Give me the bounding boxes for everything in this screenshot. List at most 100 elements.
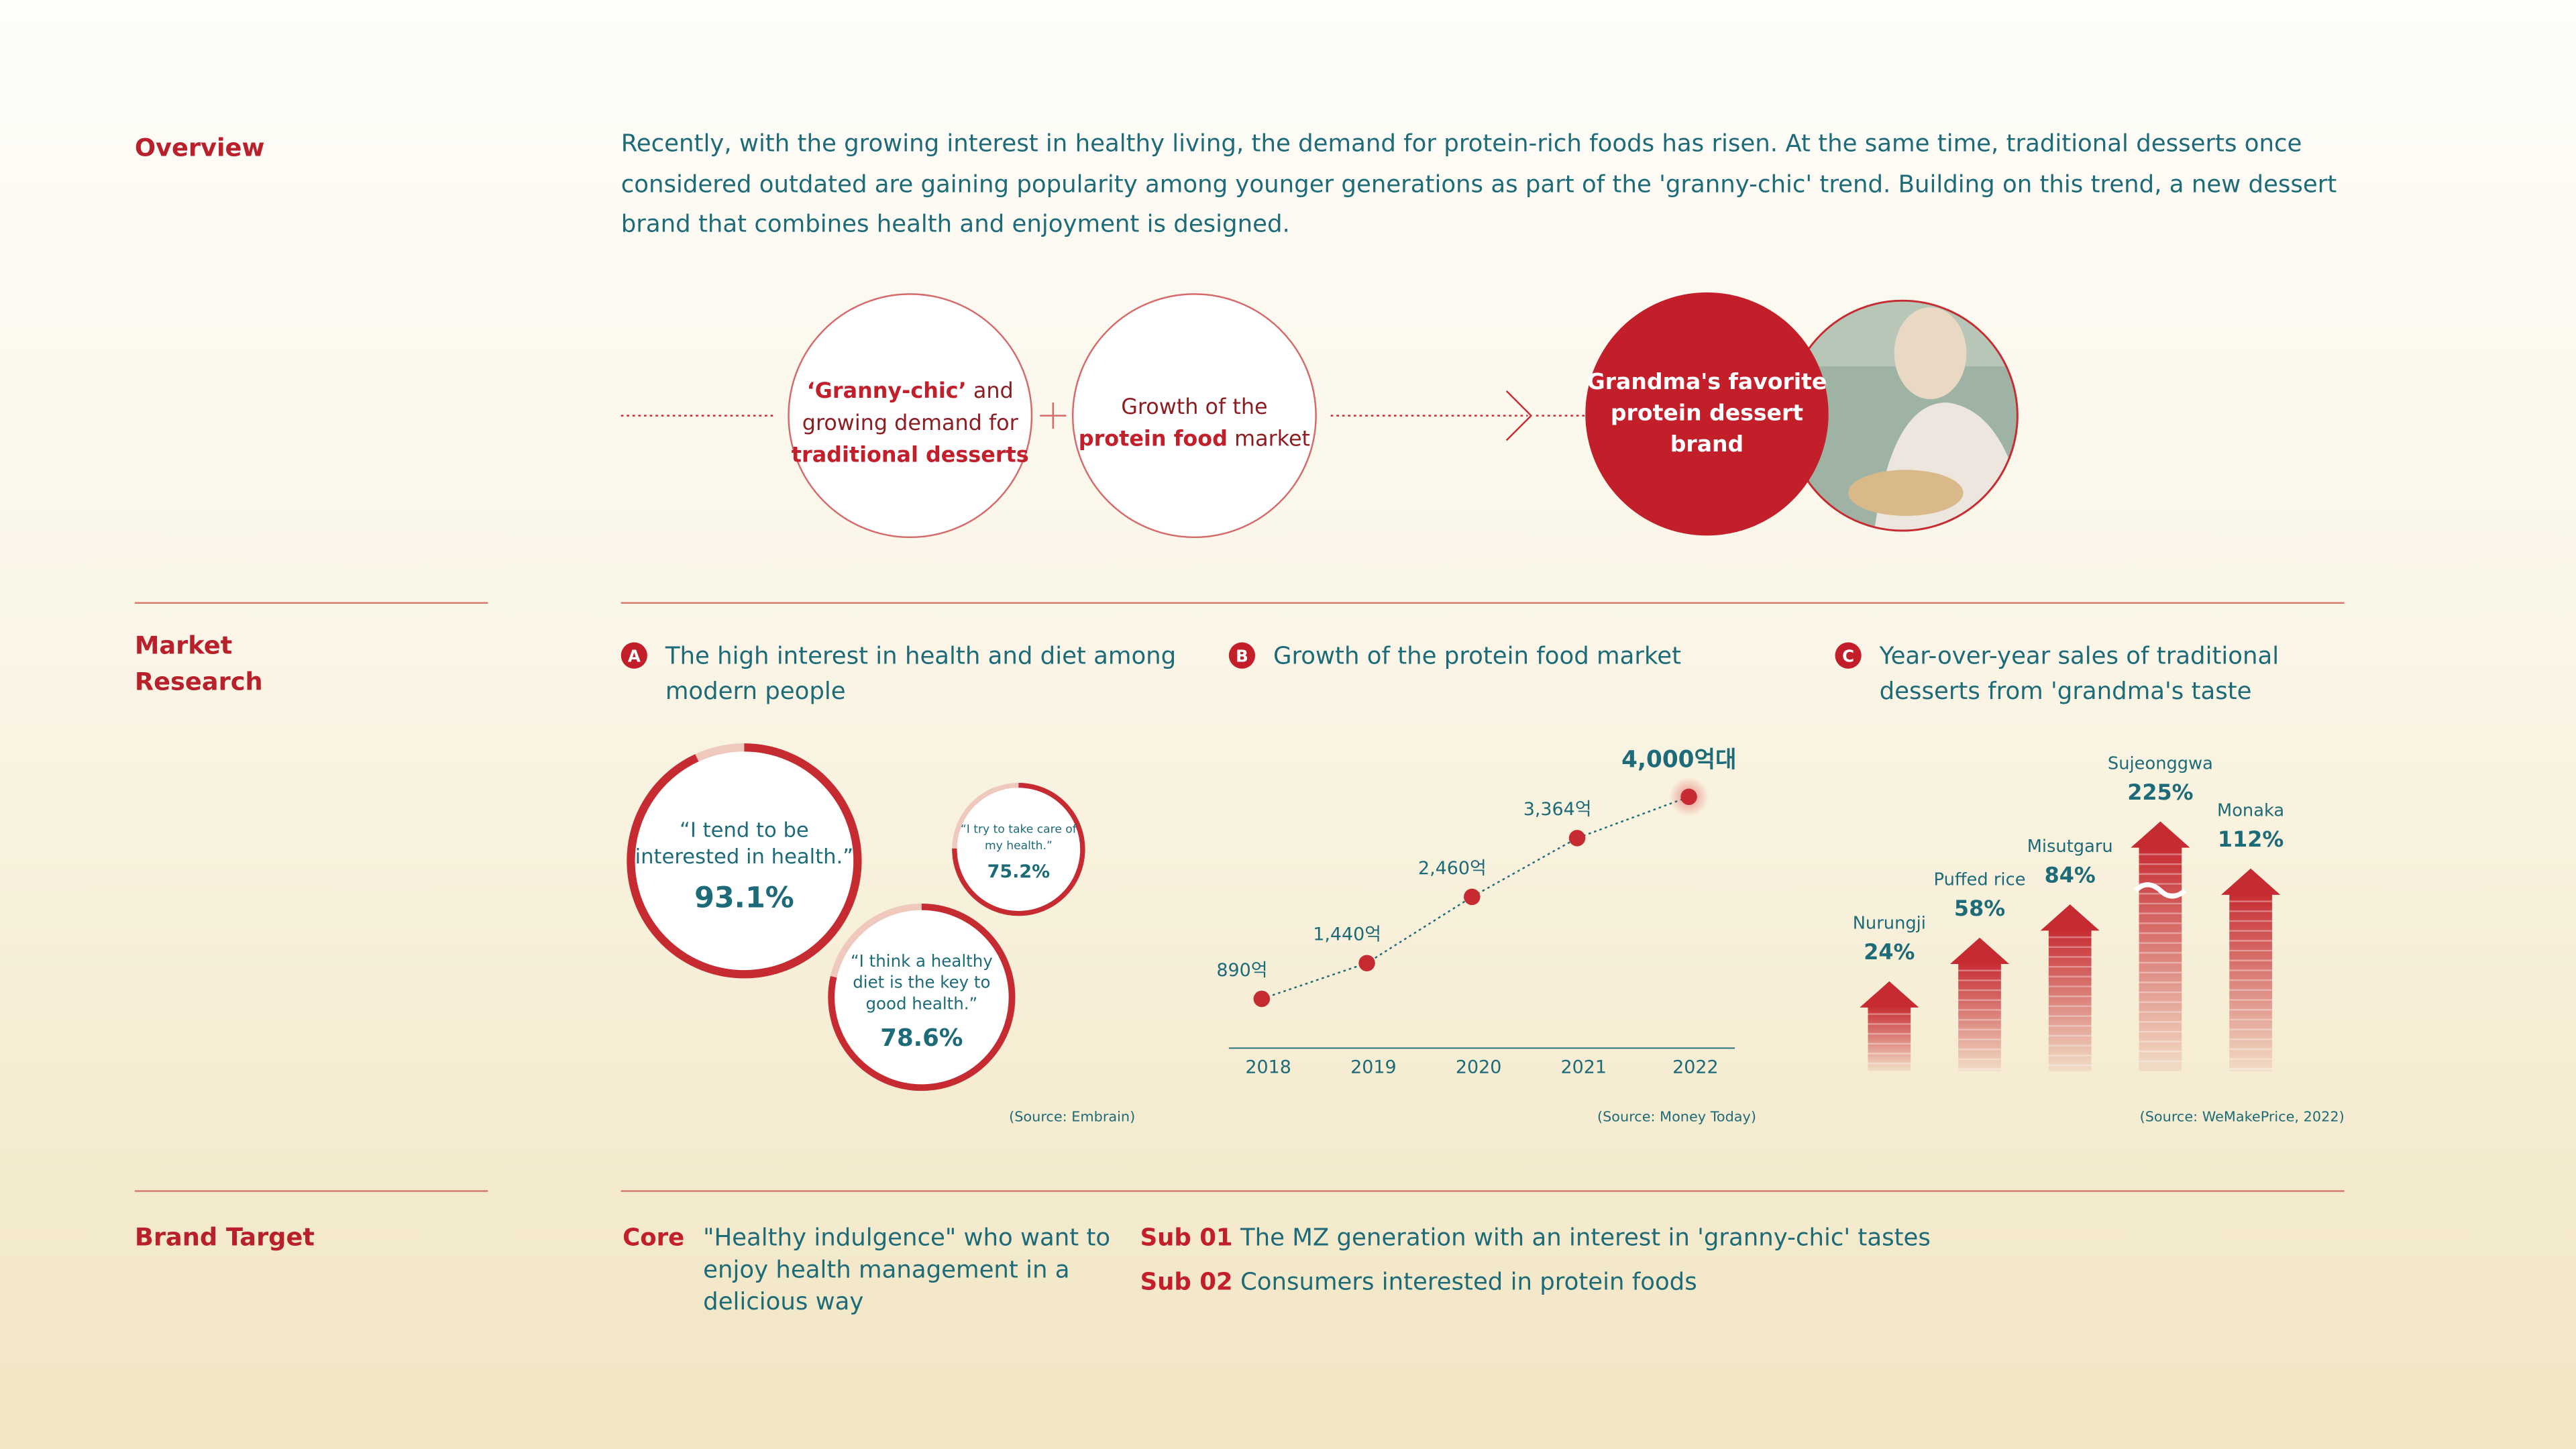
ring-arc [952,782,1085,916]
value-label: 1,440억 [1313,924,1381,945]
ring-arc [627,743,862,979]
x-tick-label: 2019 [1350,1057,1397,1077]
arrow-bar [1949,937,2010,1071]
value-label: 4,000억대 [1621,746,1736,773]
flow-text: Growth of the [1121,394,1267,419]
sub-text: The MZ generation with an interest in 'g… [1240,1224,1931,1252]
flow-text-part: protein food [1079,426,1228,451]
value-label: 2,460억 [1418,858,1487,879]
x-tick-label: 2021 [1561,1057,1607,1077]
value-label: 84% [2045,862,2096,888]
category-label: Puffed rice [1934,870,2026,890]
flow-text: ‘Granny-chic’ and [807,378,1014,403]
flow-text-part: market [1228,426,1310,451]
flow-text: growing demand for [802,410,1019,435]
point [1358,955,1375,971]
point [1568,830,1586,847]
value-label: 3,364억 [1523,799,1592,820]
value-label: 112% [2218,826,2284,852]
arrow-head [1860,981,1919,1008]
core-label: Core [623,1224,684,1252]
x-tick-label: 2020 [1456,1057,1502,1077]
result-text: protein dessert [1611,400,1803,426]
arrow-body [2229,893,2272,1071]
x-tick-label: 2018 [1245,1057,1291,1077]
arrow-head [2131,821,2190,848]
source: (Source: Money Today) [1597,1108,1756,1124]
flow-text-part: growing demand for [802,410,1019,435]
flow-text: protein food market [1079,426,1310,451]
ring-arc [828,903,1016,1091]
marker-badge [1835,642,1862,669]
arrow-bar [2131,821,2190,1071]
category-label: Monaka [2217,800,2284,820]
x-tick-label: 2022 [1672,1057,1719,1077]
chart-title: Year-over-year sales of traditional [1879,643,2279,670]
overview-text: Recently, with the growing interest in h… [621,131,2337,239]
sub-label: Sub 02 [1140,1269,1233,1296]
arrow-body [1958,962,2001,1071]
arrow-body [2048,928,2092,1071]
ring-value: 75.2% [987,861,1050,882]
flow-text-part: traditional desserts [792,442,1029,468]
value-label: 58% [1954,896,2005,921]
core-text: delicious way [703,1288,863,1316]
category-label: Misutgaru [2027,837,2113,857]
arrow-head [2040,904,2100,931]
marker-badge [621,642,647,669]
market-heading: Market Research [135,628,263,700]
heading-line: Market [134,631,233,661]
arrow-head [1949,937,2010,964]
arrow-body [1868,1006,1911,1071]
overview-heading: Overview [134,133,265,163]
arrow-head [2221,868,2281,895]
core-text: enjoy health management in a [703,1256,1069,1283]
arrow-body [2139,846,2182,1071]
flow-circle [1071,293,1317,539]
marker-letter: C [1842,647,1854,666]
chart-title: modern people [665,678,846,705]
ring-quote: good health.” [866,994,978,1014]
result-circle [1585,292,1829,536]
flow-text-part: ‘Granny-chic’ [807,378,967,403]
category-label: Nurungji [1853,914,1926,934]
core-text: "Healthy indulgence" who want to [703,1224,1110,1252]
ring-quote: diet is the key to [853,973,990,992]
source: (Source: Embrain) [1009,1108,1135,1124]
arrow-bar [1860,981,1919,1071]
point [1464,888,1481,906]
ring-value: 78.6% [880,1024,963,1052]
axis-break [2134,882,2187,899]
source: (Source: WeMakePrice, 2022) [2140,1108,2345,1124]
flow-text-part: Growth of the [1121,394,1267,419]
result-text: Grandma's favorite [1587,368,1827,394]
ring-quote: “I think a healthy [851,951,993,971]
chart-title: The high interest in health and diet amo… [665,643,1176,670]
arrow-bar [2040,904,2100,1071]
marker-letter: B [1236,647,1248,666]
flow-text: traditional desserts [792,442,1029,468]
point [1253,990,1271,1008]
marker-badge [1228,642,1256,669]
ring-quote: “I try to take care of [961,823,1077,837]
ring-value: 93.1% [694,881,794,915]
sub-text: Consumers interested in protein foods [1240,1269,1697,1296]
heading-line: Research [134,667,263,697]
category-label: Sujeonggwa [2108,753,2213,773]
arrow-bar [2221,868,2281,1071]
chart-title: Growth of the protein food market [1273,643,1681,670]
sub-label: Sub 01 [1140,1224,1233,1252]
value-label: 24% [1864,939,1915,965]
value-label: 890억 [1216,960,1267,981]
point [1680,788,1697,806]
flow-circle [788,293,1033,539]
result-text: brand [1670,431,1743,457]
ring-quote: “I tend to be [680,819,809,843]
chart-title: desserts from 'grandma's taste [1880,678,2252,705]
flow-arrow [1505,390,1533,441]
brand-target-heading: Brand Target [134,1222,315,1252]
flow-text-part: and [967,378,1014,403]
